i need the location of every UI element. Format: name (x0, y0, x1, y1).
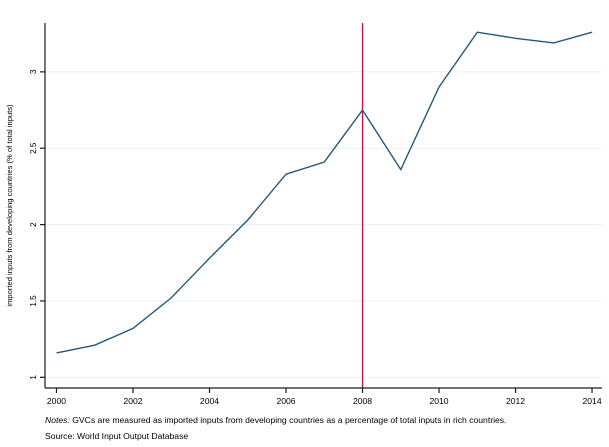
y-axis-title: imported inputs from developing countrie… (5, 104, 14, 307)
data-line (56, 31, 593, 354)
y-tick-label: 2 (29, 222, 38, 227)
source-text: Source: World Input Output Database (45, 431, 189, 441)
y-tick-label: 1 (29, 375, 38, 380)
x-tick-label: 2000 (47, 396, 66, 406)
x-tick-label: 2010 (429, 396, 448, 406)
notes-body: GVCs are measured as imported inputs fro… (69, 415, 507, 425)
x-tick-label: 2012 (506, 396, 525, 406)
notes-text: Notes: GVCs are measured as imported inp… (45, 412, 506, 428)
x-tick-label: 2008 (353, 396, 372, 406)
y-tick-label: 1.5 (29, 295, 38, 307)
y-tick-label: 3 (29, 69, 38, 74)
x-tick-label: 2006 (276, 396, 295, 406)
x-tick-label: 2014 (582, 396, 601, 406)
x-tick-label: 2004 (200, 396, 219, 406)
notes-label: Notes: (45, 415, 70, 425)
x-tick-label: 2002 (123, 396, 142, 406)
y-tick-label: 2.5 (29, 142, 38, 154)
